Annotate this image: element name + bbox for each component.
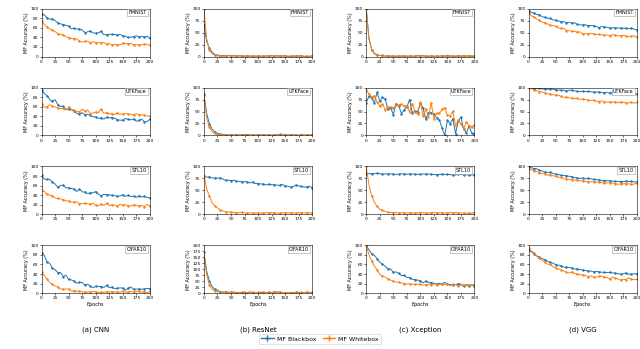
Legend: MF Blackbox, MF Whitebox: MF Blackbox, MF Whitebox — [259, 334, 381, 344]
Text: CIFAR10: CIFAR10 — [127, 247, 147, 252]
Y-axis label: MF Accuracy (%): MF Accuracy (%) — [511, 249, 516, 290]
Y-axis label: MF Accuracy (%): MF Accuracy (%) — [186, 91, 191, 132]
Text: (b) ResNet: (b) ResNet — [240, 326, 276, 333]
Y-axis label: MF Accuracy (%): MF Accuracy (%) — [24, 249, 29, 290]
Y-axis label: MF Accuracy (%): MF Accuracy (%) — [511, 91, 516, 132]
Y-axis label: MF Accuracy (%): MF Accuracy (%) — [24, 91, 29, 132]
Y-axis label: MF Accuracy (%): MF Accuracy (%) — [348, 170, 353, 211]
Text: (a) CNN: (a) CNN — [82, 326, 109, 333]
Y-axis label: MF Accuracy (%): MF Accuracy (%) — [511, 170, 516, 211]
Text: UTKFace: UTKFace — [613, 89, 634, 94]
Y-axis label: MF Accuracy (%): MF Accuracy (%) — [511, 12, 516, 53]
Text: FMNIST: FMNIST — [453, 10, 471, 15]
Text: STL10: STL10 — [294, 168, 309, 173]
Y-axis label: MF Accuracy (%): MF Accuracy (%) — [348, 12, 353, 53]
Text: FMNIST: FMNIST — [615, 10, 634, 15]
Text: CIFAR10: CIFAR10 — [289, 247, 309, 252]
X-axis label: Epochs: Epochs — [574, 303, 591, 307]
Text: CIFAR10: CIFAR10 — [451, 247, 471, 252]
Y-axis label: MF Accuracy (%): MF Accuracy (%) — [186, 249, 191, 290]
Text: FMNIST: FMNIST — [291, 10, 309, 15]
X-axis label: Epochs: Epochs — [412, 303, 429, 307]
Y-axis label: MF Accuracy (%): MF Accuracy (%) — [24, 170, 29, 211]
Y-axis label: MF Accuracy (%): MF Accuracy (%) — [24, 12, 29, 53]
Text: STL10: STL10 — [456, 168, 471, 173]
Text: (c) Xception: (c) Xception — [399, 326, 442, 333]
Y-axis label: MF Accuracy (%): MF Accuracy (%) — [348, 249, 353, 290]
Y-axis label: MF Accuracy (%): MF Accuracy (%) — [186, 12, 191, 53]
Y-axis label: MF Accuracy (%): MF Accuracy (%) — [186, 170, 191, 211]
Text: UTKFace: UTKFace — [126, 89, 147, 94]
X-axis label: Epochs: Epochs — [87, 303, 104, 307]
Text: (d) VGG: (d) VGG — [569, 326, 596, 333]
Text: STL10: STL10 — [131, 168, 147, 173]
Y-axis label: MF Accuracy (%): MF Accuracy (%) — [348, 91, 353, 132]
Text: STL10: STL10 — [618, 168, 634, 173]
X-axis label: Epochs: Epochs — [250, 303, 267, 307]
Text: UTKFace: UTKFace — [451, 89, 471, 94]
Text: FMNIST: FMNIST — [128, 10, 147, 15]
Text: UTKFace: UTKFace — [288, 89, 309, 94]
Text: CIFAR10: CIFAR10 — [613, 247, 634, 252]
